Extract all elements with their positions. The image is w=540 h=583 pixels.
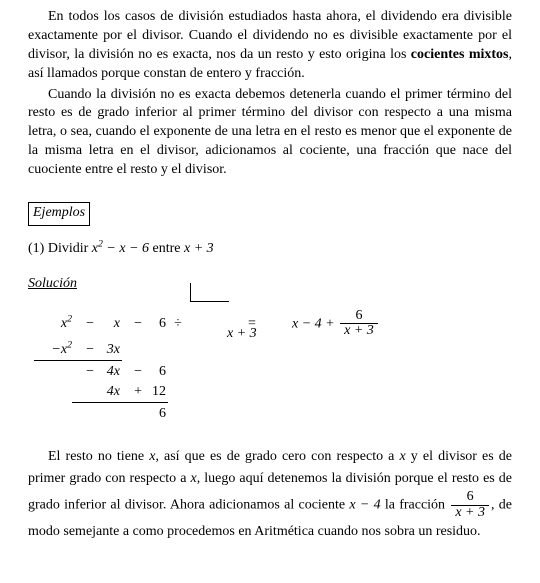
page: En todos los casos de división estudiado… (0, 0, 540, 543)
division-row-3: − 4x − 6 (34, 362, 512, 382)
problem-verb: Dividir (48, 241, 88, 256)
bold-term-cocientes-mixtos: cocientes mixtos (411, 47, 509, 62)
division-row-4: 4x + 12 (34, 382, 512, 402)
quotient-term: x − 4 (349, 498, 380, 513)
intro-paragraph-1: En todos los casos de división estudiado… (28, 8, 512, 84)
fraction-numerator: 6 (340, 309, 378, 324)
text: El resto no tiene (48, 449, 149, 464)
dividend-term-x2: x2 (34, 314, 72, 334)
quotient-fraction: 6x + 3 (340, 309, 378, 339)
examples-box-wrap: Ejemplos (28, 202, 512, 226)
sign: − (120, 314, 142, 334)
problem-between: entre (153, 241, 181, 256)
closing-fraction: 6x + 3 (451, 490, 489, 520)
term: −x2 (34, 340, 72, 360)
division-symbol: ÷ (166, 314, 190, 334)
problem-divisor: x + 3 (184, 241, 214, 256)
quotient-poly: x − 4 + (292, 316, 338, 331)
sign: − (72, 340, 94, 360)
dividend-term-const: 6 (142, 314, 166, 334)
divisor-box: x + 3 (190, 283, 240, 364)
dividend-term-x: x (94, 314, 120, 334)
text: Cuando la división no es exacta debemos … (28, 87, 512, 178)
problem-expression: x2 − x − 6 (92, 241, 149, 256)
examples-label-box: Ejemplos (28, 202, 90, 226)
term: 4x (94, 362, 120, 382)
closing-paragraph: El resto no tiene x, así que es de grado… (28, 446, 512, 544)
fraction-numerator: 6 (451, 490, 489, 505)
intro-paragraph-2: Cuando la división no es exacta debemos … (28, 86, 512, 180)
fraction-denominator: x + 3 (340, 323, 378, 339)
problem-number: (1) (28, 241, 44, 256)
text: , así que es de grado cero con respecto … (155, 449, 399, 464)
term: 3x (94, 340, 120, 360)
divisor-expr: x + 3 (222, 326, 257, 341)
sign: − (120, 362, 142, 382)
term: 12 (142, 382, 166, 402)
division-row-1: x2 − x − 6 ÷ x + 3 = x − 4 + 6x + 3 (34, 308, 512, 340)
sign: + (120, 382, 142, 402)
long-division: x2 − x − 6 ÷ x + 3 = x − 4 + 6x + 3 −x2 … (34, 308, 512, 424)
sign: − (72, 314, 94, 334)
problem-statement: (1) Dividir x2 − x − 6 entre x + 3 (28, 240, 512, 259)
long-division-corner (190, 283, 229, 302)
sign: − (72, 362, 94, 382)
term: 6 (142, 362, 166, 382)
text: la fracción (381, 498, 450, 513)
fraction-denominator: x + 3 (451, 505, 489, 521)
remainder-value: 6 (142, 404, 166, 424)
division-row-remainder: 6 (34, 404, 512, 424)
quotient: x − 4 + 6x + 3 (264, 288, 384, 359)
term: 4x (94, 382, 120, 402)
